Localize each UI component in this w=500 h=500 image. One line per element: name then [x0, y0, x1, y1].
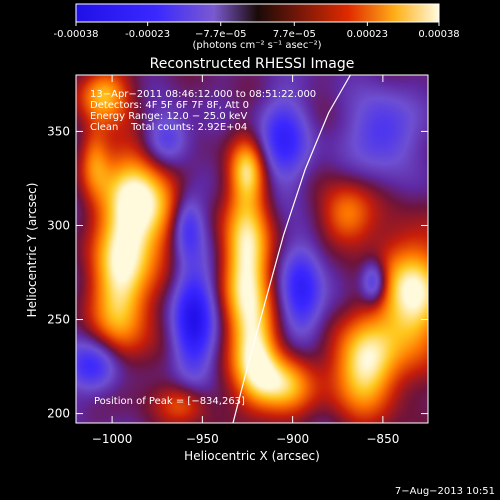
axes: −1000 −950 −900 −850 200 250 300 350: [47, 75, 428, 446]
annotation-detectors: Detectors: 4F 5F 6F 7F 8F, Att 0: [90, 100, 249, 111]
peak-position-label: Position of Peak = [−834,263]: [94, 396, 245, 407]
y-tick-label: 350: [47, 124, 70, 138]
x-axis-label: Heliocentric X (arcsec): [184, 449, 320, 463]
annotation-clean-counts: Clean Total counts: 2.92E+04: [90, 122, 247, 133]
colorbar-ticks: -0.00038 -0.00023 −7.7e−05 7.7e−05 0.00023 0.…: [54, 22, 460, 40]
colorbar-tick-label: 0.00038: [418, 29, 459, 40]
colorbar-tick-label: −7.7e−05: [195, 29, 247, 40]
solar-limb-line: [232, 75, 351, 423]
x-tick-label: −950: [186, 432, 219, 446]
chart-title: Reconstructed RHESSI Image: [150, 56, 355, 72]
timestamp: 7−Aug−2013 10:51: [395, 486, 495, 497]
colorbar: [75, 3, 440, 23]
x-tick-label: −1000: [92, 432, 133, 446]
y-tick-label: 200: [47, 407, 70, 421]
colorbar-tick-label: 0.00023: [347, 29, 388, 40]
annotation-time-range: 13−Apr−2011 08:46:12.000 to 08:51:22.000: [90, 89, 316, 100]
y-tick-label: 250: [47, 313, 70, 327]
colorbar-tick-label: -0.00038: [54, 29, 99, 40]
annotation-energy-range: Energy Range: 12.0 − 25.0 keV: [90, 111, 247, 122]
annotation-block: 13−Apr−2011 08:46:12.000 to 08:51:22.000…: [90, 89, 316, 133]
plot-image: [76, 75, 428, 423]
y-axis-label: Heliocentric Y (arcsec): [25, 183, 39, 318]
x-tick-label: −900: [276, 432, 309, 446]
y-tick-label: 300: [47, 218, 70, 232]
colorbar-tick-label: 7.7e−05: [273, 29, 316, 40]
colorbar-tick-label: -0.00023: [125, 29, 170, 40]
x-tick-label: −850: [366, 432, 399, 446]
heatmap-image: [76, 75, 428, 423]
plot-frame: [75, 74, 429, 424]
colorbar-units: (photons cm⁻² s⁻¹ asec⁻²): [192, 40, 321, 51]
